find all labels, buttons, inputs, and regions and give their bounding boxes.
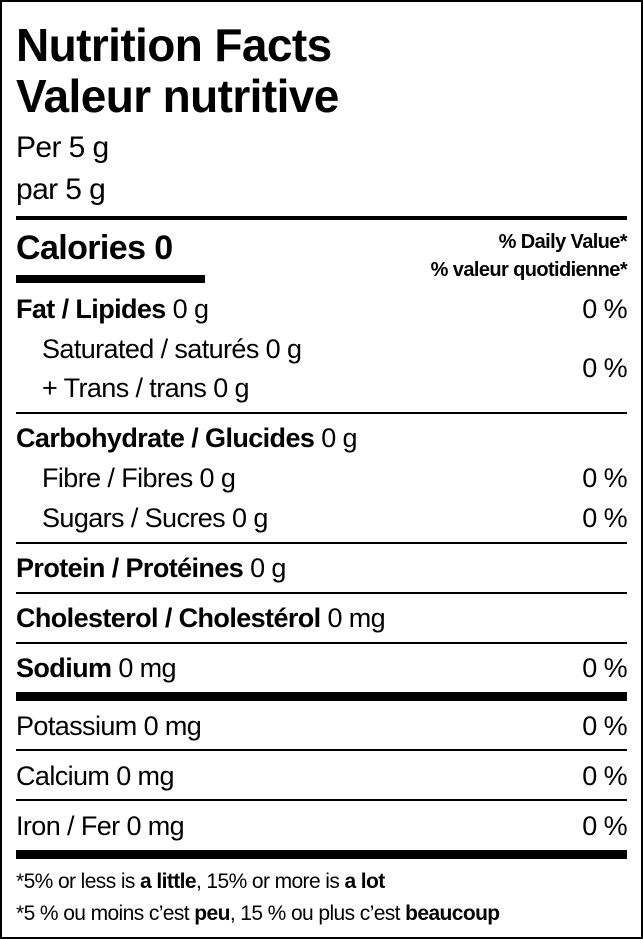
title-fr: Valeur nutritive [16,70,339,122]
calories-value: 0 [154,229,173,267]
footnote-bold: a lot [344,870,385,893]
potassium-dv: 0 % [582,711,627,741]
protein-amount: 0 g [250,553,286,583]
footnote-text: , 15% or more is [195,870,345,893]
divider [16,592,627,594]
calcium-row: Calcium 0 mg [16,763,174,790]
trans-amount: 0 g [213,373,249,403]
fat-label: Fat / Lipides [16,294,166,324]
title-en: Nutrition Facts [16,19,332,71]
dv-header-fr: % valeur quotidienne* [430,259,628,281]
footnote-bold: peu [194,902,230,925]
sodium-dv: 0 % [582,653,627,683]
potassium-row: Potassium 0 mg [16,711,202,741]
footnote-text: *5% or less is [16,870,141,893]
divider [16,749,627,751]
iron-amount: 0 mg [126,811,185,841]
divider [16,412,627,414]
calories: Calories 0 [16,231,173,265]
footnote-text: , 15 % ou plus c’est [229,902,406,925]
sugars-dv: 0 % [582,503,627,533]
cholesterol-amount: 0 mg [327,603,386,633]
saturated-row: Saturated / saturés 0 g [42,334,302,364]
sugars-row: Sugars / Sucres 0 g [42,505,268,532]
serving-en: Per 5 g [16,131,109,164]
thick-divider [16,692,627,701]
trans-row: + Trans / trans 0 g [42,373,250,403]
calcium-label: Calcium [16,761,110,791]
calcium-amount: 0 mg [116,761,174,791]
divider [16,799,627,801]
sat-trans-dv: 0 % [582,353,627,383]
fibre-label: Fibre / Fibres [42,463,193,493]
trans-label: + Trans / trans [42,373,207,403]
divider [16,642,627,644]
calories-bar [16,275,205,283]
iron-row: Iron / Fer 0 mg [16,811,185,841]
serving-fr: par 5 g [16,173,106,206]
thick-divider [16,850,627,859]
footnote-bold: beaucoup [405,902,500,925]
potassium-amount: 0 mg [143,711,202,741]
sugars-label: Sugars / Sucres [42,503,226,533]
sodium-amount: 0 mg [118,653,176,683]
calories-label: Calories [16,229,146,267]
saturated-label: Saturated / saturés [42,334,259,364]
fat-dv: 0 % [582,294,627,324]
footnote-fr: *5 % ou moins c’est peu, 15 % ou plus c’… [16,903,500,924]
fat-amount: 0 g [172,294,209,324]
potassium-label: Potassium [16,711,137,741]
fibre-amount: 0 g [199,463,236,493]
footnote-text: *5 % ou moins c’est [16,902,195,925]
carbohydrate-row: Carbohydrate / Glucides 0 g [16,423,358,453]
cholesterol-label: Cholesterol / Cholestérol [16,603,321,633]
saturated-amount: 0 g [265,334,302,364]
fibre-dv: 0 % [582,463,627,493]
protein-row: Protein / Protéines 0 g [16,555,286,582]
footnote-en: *5% or less is a little, 15% or more is … [16,871,385,892]
footnote-bold: a little [140,870,196,893]
sodium-label: Sodium [16,653,112,683]
fibre-row: Fibre / Fibres 0 g [42,463,236,493]
iron-dv: 0 % [582,811,627,841]
divider [16,542,627,544]
fat-row: Fat / Lipides 0 g [16,294,209,324]
calcium-dv: 0 % [582,761,627,791]
sugars-amount: 0 g [232,503,268,533]
dv-header-en: % Daily Value* [498,231,628,253]
cholesterol-row: Cholesterol / Cholestérol 0 mg [16,603,386,633]
carbohydrate-amount: 0 g [321,423,357,453]
divider [16,216,627,220]
iron-label: Iron / Fer [16,811,120,841]
sodium-row: Sodium 0 mg [16,653,177,683]
carbohydrate-label: Carbohydrate / Glucides [16,423,315,453]
protein-label: Protein / Protéines [16,553,244,583]
